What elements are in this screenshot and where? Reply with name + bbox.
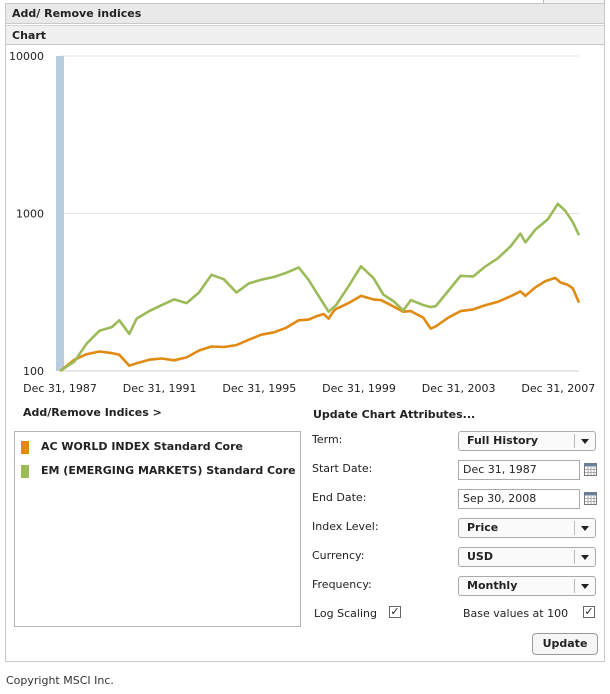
y-tick-label: 1000 <box>16 208 44 221</box>
dropdown-arrow-icon <box>581 584 589 589</box>
add-remove-indices-link[interactable]: Add/Remove Indices > <box>23 406 162 419</box>
y-tick-label: 10000 <box>9 50 44 63</box>
frequency-label: Frequency: <box>312 578 372 591</box>
x-tick-label: Dec 31, 2007 <box>521 382 595 395</box>
chart-panel: Add/ Remove indices Chart <box>5 3 605 662</box>
calendar-icon[interactable] <box>584 492 597 505</box>
update-button[interactable]: Update <box>532 633 598 655</box>
legend-swatch-em <box>21 465 29 478</box>
term-value: Full History <box>467 434 539 447</box>
legend-label-acwi: AC WORLD INDEX Standard Core <box>41 440 243 453</box>
currency-select[interactable]: USD <box>458 547 596 567</box>
y-tick-label: 100 <box>23 365 44 378</box>
index-level-label: Index Level: <box>312 520 379 533</box>
index-level-select[interactable]: Price <box>458 518 596 538</box>
base-bar <box>56 56 64 371</box>
end-date-label: End Date: <box>312 491 367 504</box>
start-date-input[interactable]: Dec 31, 1987 <box>458 460 580 480</box>
base-values-checkbox[interactable]: ✓ <box>583 605 595 618</box>
update-attributes-title: Update Chart Attributes... <box>313 408 476 421</box>
frequency-value: Monthly <box>467 579 518 592</box>
series-lines <box>59 202 581 373</box>
series-line-1 <box>59 202 581 373</box>
x-axis-labels: Dec 31, 1987 Dec 31, 1991 Dec 31, 1995 Dec … <box>23 382 595 395</box>
x-tick-label: Dec 31, 1995 <box>222 382 296 395</box>
dropdown-arrow-icon <box>581 439 589 444</box>
currency-value: USD <box>467 550 493 563</box>
term-label: Term: <box>312 433 343 446</box>
end-date-input[interactable]: Sep 30, 2008 <box>458 489 580 509</box>
log-scaling-checkbox[interactable]: ✓ <box>389 605 401 618</box>
start-date-label: Start Date: <box>312 462 373 475</box>
legend-swatch-acwi <box>21 441 29 454</box>
copyright-text: Copyright MSCI Inc. <box>6 674 114 687</box>
y-axis-labels: 10000 1000 100 <box>9 50 44 378</box>
legend-box: AC WORLD INDEX Standard Core EM (EMERGIN… <box>14 431 301 627</box>
add-remove-indices-header[interactable]: Add/ Remove indices <box>6 4 604 24</box>
x-tick-label: Dec 31, 2003 <box>422 382 496 395</box>
x-tick-label: Dec 31, 1987 <box>23 382 97 395</box>
frequency-select[interactable]: Monthly <box>458 576 596 596</box>
chart-grid <box>59 55 579 372</box>
dropdown-arrow-icon <box>581 555 589 560</box>
dropdown-arrow-icon <box>581 526 589 531</box>
x-tick-label: Dec 31, 1991 <box>123 382 197 395</box>
term-select[interactable]: Full History <box>458 431 596 451</box>
legend-label-em: EM (EMERGING MARKETS) Standard Core <box>41 464 296 477</box>
base-values-label: Base values at 100 <box>463 607 569 620</box>
chart-tab[interactable]: Chart <box>6 25 604 45</box>
index-level-value: Price <box>467 521 499 534</box>
calendar-icon[interactable] <box>584 463 597 476</box>
log-scaling-label: Log Scaling <box>314 607 377 620</box>
currency-label: Currency: <box>312 549 365 562</box>
x-tick-label: Dec 31, 1999 <box>322 382 396 395</box>
series-line-0 <box>59 276 581 373</box>
